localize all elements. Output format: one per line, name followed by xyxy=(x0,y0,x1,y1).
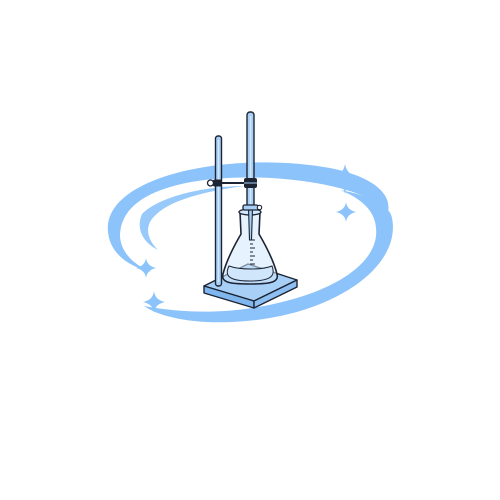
stopcock xyxy=(242,204,263,211)
stand-rod xyxy=(214,135,223,287)
sparkle-icon xyxy=(143,291,165,313)
sparkle-icon xyxy=(329,164,361,194)
sparkles xyxy=(136,164,361,313)
clamp xyxy=(206,178,257,188)
sparkle-icon xyxy=(336,202,356,222)
sparkle-icon xyxy=(136,258,156,278)
ring-swoosh-front xyxy=(139,186,393,323)
flask-graduations xyxy=(250,239,255,265)
